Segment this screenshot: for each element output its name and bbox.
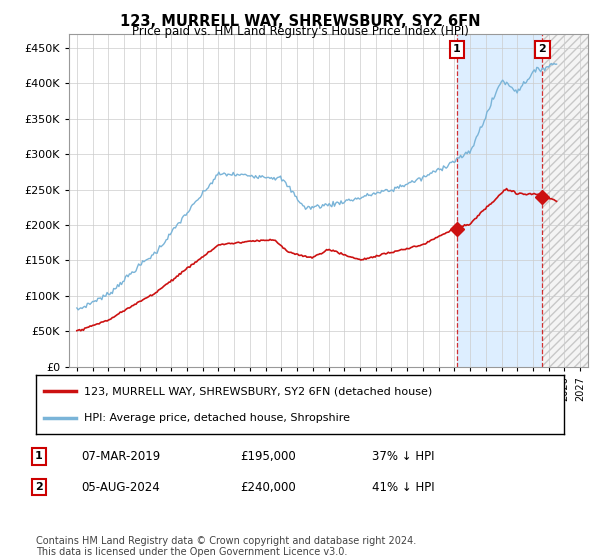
- Bar: [457, 34, 542, 367]
- Text: 1: 1: [35, 451, 43, 461]
- Text: 37% ↓ HPI: 37% ↓ HPI: [372, 450, 434, 463]
- Text: Contains HM Land Registry data © Crown copyright and database right 2024.
This d: Contains HM Land Registry data © Crown c…: [36, 535, 416, 557]
- Text: 05-AUG-2024: 05-AUG-2024: [81, 480, 160, 494]
- Text: 41% ↓ HPI: 41% ↓ HPI: [372, 480, 434, 494]
- Text: HPI: Average price, detached house, Shropshire: HPI: Average price, detached house, Shro…: [83, 413, 350, 423]
- Text: £240,000: £240,000: [240, 480, 296, 494]
- Text: Price paid vs. HM Land Registry's House Price Index (HPI): Price paid vs. HM Land Registry's House …: [131, 25, 469, 38]
- Text: 2: 2: [35, 482, 43, 492]
- Text: 123, MURRELL WAY, SHREWSBURY, SY2 6FN: 123, MURRELL WAY, SHREWSBURY, SY2 6FN: [120, 14, 480, 29]
- Text: 123, MURRELL WAY, SHREWSBURY, SY2 6FN (detached house): 123, MURRELL WAY, SHREWSBURY, SY2 6FN (d…: [83, 386, 432, 396]
- Text: 1: 1: [453, 44, 461, 54]
- Bar: [542, 34, 588, 367]
- Text: 2: 2: [539, 44, 546, 54]
- Text: £195,000: £195,000: [240, 450, 296, 463]
- Text: 07-MAR-2019: 07-MAR-2019: [81, 450, 160, 463]
